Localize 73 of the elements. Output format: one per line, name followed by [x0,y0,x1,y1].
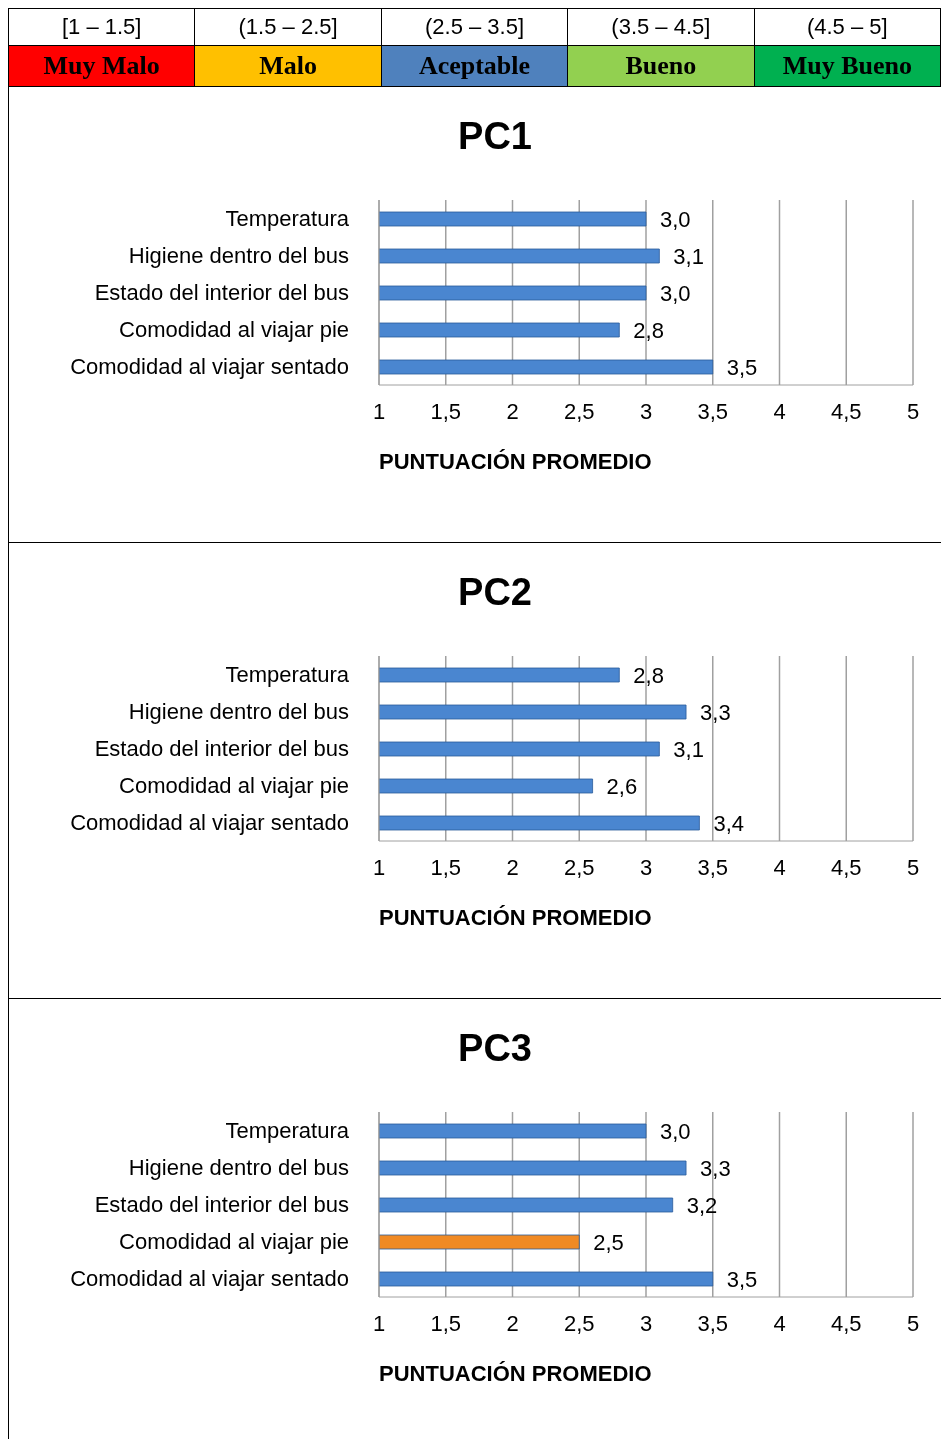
y-tick-label: Estado del interior del bus [94,1192,349,1218]
y-tick-label: Temperatura [225,662,350,688]
data-label: 3,1 [673,737,704,762]
category-label: (4.5 – 5] [754,8,941,45]
data-label: 3,5 [726,355,758,380]
x-tick-label: 4,5 [830,398,862,424]
data-label: 3,0 [660,207,691,232]
category-label: (1.5 – 2.5] [195,8,382,45]
y-tick-label: Comodidad al viajar sentado [70,810,349,836]
x-tick-label: 1,5 [430,1310,462,1336]
x-tick-label: 2 [506,398,519,424]
data-label: 2,5 [593,1230,624,1255]
chart-title: PC1 [457,114,533,159]
data-label: 2,6 [606,774,638,799]
text: Muy Bueno [754,45,941,86]
y-tick-label: Higiene dentro del bus [128,1155,349,1181]
x-tick-label: 5 [906,854,920,880]
x-tick-label: 5 [906,398,920,424]
y-tick-label: Comodidad al viajar pie [119,1229,349,1255]
y-tick-label: Comodidad al viajar pie [119,317,349,343]
y-tick-label: Comodidad al viajar sentado [70,1266,349,1292]
y-tick-label: Higiene dentro del bus [128,699,349,725]
text: Muy Malo [9,45,196,86]
x-tick-label: 3,5 [697,398,729,424]
x-tick-label: 3,5 [697,1310,729,1336]
x-axis-title: PUNTUACIÓN PROMEDIO [379,905,652,931]
category-label: (2.5 – 3.5] [381,8,569,45]
data-label: 2,8 [633,318,664,343]
x-tick-label: 4,5 [830,854,862,880]
x-tick-label: 1 [372,398,386,424]
data-label: 3,3 [700,1156,731,1181]
y-tick-label: Comodidad al viajar pie [119,773,349,799]
x-axis-title: PUNTUACIÓN PROMEDIO [379,449,652,475]
data-label: 2,8 [633,663,664,688]
x-tick-label: 4 [773,1310,786,1336]
x-tick-label: 3 [639,1310,653,1336]
y-tick-label: Estado del interior del bus [94,736,349,762]
data-label: 3,4 [713,811,744,836]
data-label: 3,1 [673,244,704,269]
x-tick-label: 5 [906,1310,920,1336]
x-tick-label: 2 [506,1310,519,1336]
category-label: [1 – 1.5] [9,8,196,45]
x-tick-label: 2,5 [563,398,595,424]
x-tick-label: 2,5 [563,1310,595,1336]
y-tick-label: Comodidad al viajar sentado [70,354,349,380]
x-tick-label: 1 [372,1310,386,1336]
data-label: 3,5 [726,1267,758,1292]
x-tick-label: 2 [506,854,519,880]
category-label: (3.5 – 4.5] [568,8,755,45]
data-label: 3,2 [686,1193,718,1218]
text: Bueno [568,45,755,86]
x-tick-label: 3 [639,854,653,880]
text: Malo [195,45,382,86]
chart-title: PC3 [457,1026,533,1071]
data-label: 3,0 [660,281,691,306]
x-tick-label: 1,5 [430,854,462,880]
chart-title: PC2 [457,570,533,615]
text: Aceptable [381,45,569,86]
data-label: 3,0 [660,1119,691,1144]
x-tick-label: 3 [639,398,653,424]
y-tick-label: Higiene dentro del bus [128,243,349,269]
y-tick-label: Estado del interior del bus [94,280,349,306]
y-tick-label: Temperatura [225,206,350,232]
data-label: 3,3 [700,700,731,725]
x-tick-label: 4 [773,854,786,880]
x-tick-label: 3,5 [697,854,729,880]
x-tick-label: 1,5 [430,398,462,424]
y-tick-label: Temperatura [225,1118,350,1144]
x-tick-label: 4,5 [830,1310,862,1336]
x-axis-title: PUNTUACIÓN PROMEDIO [379,1361,652,1387]
x-tick-label: 2,5 [563,854,595,880]
x-tick-label: 4 [773,398,786,424]
x-tick-label: 1 [372,854,386,880]
